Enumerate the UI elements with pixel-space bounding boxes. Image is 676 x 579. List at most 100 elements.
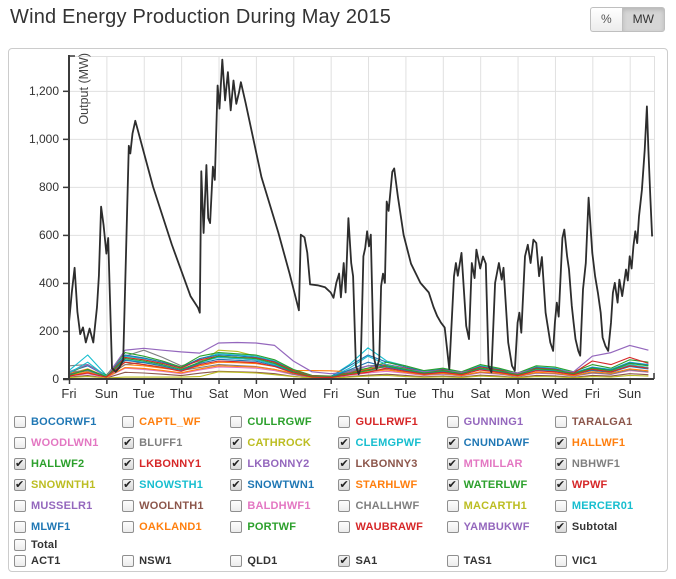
legend-checkbox-subtotal[interactable] bbox=[554, 520, 567, 534]
legend-item-mlwf1[interactable]: MLWF1 bbox=[14, 520, 122, 533]
legend-checkbox-cnundawf[interactable] bbox=[446, 436, 459, 450]
legend-item-cullrgwf[interactable]: CULLRGWF bbox=[230, 415, 338, 428]
legend-checkbox-snownth1[interactable] bbox=[14, 478, 26, 492]
legend-checkbox-macarth1[interactable] bbox=[446, 499, 459, 512]
legend-item-sa1[interactable]: SA1 bbox=[338, 554, 446, 568]
legend-item-cnundawf[interactable]: CNUNDAWF bbox=[446, 436, 555, 450]
legend-checkbox-qld1[interactable] bbox=[230, 555, 243, 567]
legend-checkbox-lkbonny3[interactable] bbox=[338, 457, 351, 471]
legend-checkbox-mercer01[interactable] bbox=[554, 499, 567, 512]
legend-item-cathrock[interactable]: CATHROCK bbox=[230, 436, 338, 450]
legend-checkbox-musselr1[interactable] bbox=[14, 499, 26, 512]
legend-checkbox-hallwf2[interactable] bbox=[14, 457, 26, 471]
legend-checkbox-tas1[interactable] bbox=[446, 555, 459, 567]
legend-item-wpwf[interactable]: WPWF bbox=[554, 478, 663, 492]
legend-item-snownth1[interactable]: SNOWNTH1 bbox=[14, 478, 122, 492]
legend-checkbox-gunning1[interactable] bbox=[446, 415, 459, 428]
legend-item-waubrawf[interactable]: WAUBRAWF bbox=[338, 520, 446, 533]
legend-checkbox-cullrgwf[interactable] bbox=[230, 415, 243, 428]
legend-label: SNOWSTH1 bbox=[139, 478, 204, 491]
legend-item-nsw1[interactable]: NSW1 bbox=[122, 555, 230, 567]
legend-item-bocorwf1[interactable]: BOCORWF1 bbox=[14, 415, 122, 428]
legend-label: MACARTH1 bbox=[463, 499, 527, 512]
legend-checkbox-captl_wf[interactable] bbox=[122, 415, 135, 428]
legend-checkbox-snowtwn1[interactable] bbox=[230, 478, 243, 492]
legend-item-taralga1[interactable]: TARALGA1 bbox=[554, 415, 663, 428]
legend-item-starhlwf[interactable]: STARHLWF bbox=[338, 478, 446, 492]
legend-item-lkbonny3[interactable]: LKBONNY3 bbox=[338, 457, 446, 471]
legend-item-clemgpwf[interactable]: CLEMGPWF bbox=[338, 436, 446, 450]
legend-item-yambukwf[interactable]: YAMBUKWF bbox=[446, 520, 555, 533]
legend-checkbox-clemgpwf[interactable] bbox=[338, 436, 351, 450]
legend-item-vic1[interactable]: VIC1 bbox=[554, 555, 663, 567]
legend-item-hallwf1[interactable]: HALLWF1 bbox=[554, 436, 663, 450]
legend-item-total[interactable]: Total bbox=[14, 539, 122, 551]
legend-item-portwf[interactable]: PORTWF bbox=[230, 520, 338, 533]
legend-checkbox-woolnth1[interactable] bbox=[122, 499, 135, 512]
legend-item-mtmillar[interactable]: MTMILLAR bbox=[446, 457, 555, 471]
legend-row: BOCORWF1 CAPTL_WF CULLRGWF GULLRWF1 GUNNING1… bbox=[14, 411, 663, 432]
legend-label: BALDHWF1 bbox=[247, 499, 311, 512]
legend-checkbox-nsw1[interactable] bbox=[122, 555, 135, 567]
legend-item-snowtwn1[interactable]: SNOWTWN1 bbox=[230, 478, 338, 492]
x-tick-label: Sun bbox=[95, 386, 118, 401]
legend-item-tas1[interactable]: TAS1 bbox=[446, 555, 555, 567]
legend-checkbox-cathrock[interactable] bbox=[230, 436, 243, 450]
legend-item-gullrwf1[interactable]: GULLRWF1 bbox=[338, 415, 446, 428]
legend-checkbox-waubrawf[interactable] bbox=[338, 520, 351, 533]
legend-checkbox-wpwf[interactable] bbox=[554, 478, 567, 492]
legend-item-musselr1[interactable]: MUSSELR1 bbox=[14, 499, 122, 512]
legend-item-challhwf[interactable]: CHALLHWF bbox=[338, 499, 446, 512]
legend-checkbox-baldhwf1[interactable] bbox=[230, 499, 243, 512]
mw-button[interactable]: MW bbox=[621, 7, 665, 32]
legend-item-qld1[interactable]: QLD1 bbox=[230, 555, 338, 567]
legend-checkbox-vic1[interactable] bbox=[554, 555, 567, 567]
y-tick-label: 400 bbox=[39, 276, 59, 290]
legend-row: ACT1 NSW1 QLD1 SA1 TAS1 VIC1 bbox=[14, 553, 663, 569]
legend-checkbox-lkbonny1[interactable] bbox=[122, 457, 135, 471]
legend-checkbox-yambukwf[interactable] bbox=[446, 520, 459, 533]
legend-item-hallwf2[interactable]: HALLWF2 bbox=[14, 457, 122, 471]
legend-checkbox-bocorwf1[interactable] bbox=[14, 415, 26, 428]
legend-checkbox-woodlwn1[interactable] bbox=[14, 436, 26, 449]
legend-item-oakland1[interactable]: OAKLAND1 bbox=[122, 520, 230, 533]
y-tick-label: 1,200 bbox=[29, 84, 59, 98]
legend-item-nbhwf1[interactable]: NBHWF1 bbox=[554, 457, 663, 471]
legend-checkbox-act1[interactable] bbox=[14, 555, 26, 567]
legend-item-woodlwn1[interactable]: WOODLWN1 bbox=[14, 436, 122, 449]
legend-label: BOCORWF1 bbox=[31, 415, 97, 428]
x-tick-label: Thu bbox=[170, 386, 192, 401]
legend-item-lkbonny1[interactable]: LKBONNY1 bbox=[122, 457, 230, 471]
percent-button[interactable]: % bbox=[590, 7, 622, 32]
legend-item-subtotal[interactable]: Subtotal bbox=[554, 520, 663, 534]
legend-item-captl_wf[interactable]: CAPTL_WF bbox=[122, 415, 230, 428]
legend-checkbox-lkbonny2[interactable] bbox=[230, 457, 243, 471]
legend-checkbox-challhwf[interactable] bbox=[338, 499, 351, 512]
axis-labels: 0 200 400 600 800 1,000 1,200 Fri Sun Tue Thu Sat Mo… bbox=[29, 53, 641, 401]
x-tick-label: Fri bbox=[585, 386, 600, 401]
legend-checkbox-hallwf1[interactable] bbox=[554, 436, 567, 450]
legend-item-baldhwf1[interactable]: BALDHWF1 bbox=[230, 499, 338, 512]
legend-item-lkbonny2[interactable]: LKBONNY2 bbox=[230, 457, 338, 471]
legend-checkbox-snowsth1[interactable] bbox=[122, 478, 135, 492]
legend-item-gunning1[interactable]: GUNNING1 bbox=[446, 415, 555, 428]
legend-checkbox-starhlwf[interactable] bbox=[338, 478, 351, 492]
legend-checkbox-bluff1[interactable] bbox=[122, 436, 135, 450]
legend-item-mercer01[interactable]: MERCER01 bbox=[554, 499, 663, 512]
legend-checkbox-oakland1[interactable] bbox=[122, 520, 135, 533]
legend-item-macarth1[interactable]: MACARTH1 bbox=[446, 499, 555, 512]
legend-checkbox-sa1[interactable] bbox=[338, 554, 351, 568]
legend-item-snowsth1[interactable]: SNOWSTH1 bbox=[122, 478, 230, 492]
legend-checkbox-gullrwf1[interactable] bbox=[338, 415, 351, 428]
legend-checkbox-mlwf1[interactable] bbox=[14, 520, 26, 533]
legend-checkbox-mtmillar[interactable] bbox=[446, 457, 459, 471]
legend-item-bluff1[interactable]: BLUFF1 bbox=[122, 436, 230, 450]
legend-checkbox-portwf[interactable] bbox=[230, 520, 243, 533]
legend-checkbox-total[interactable] bbox=[14, 539, 26, 551]
legend-item-waterlwf[interactable]: WATERLWF bbox=[446, 478, 555, 492]
legend-item-act1[interactable]: ACT1 bbox=[14, 555, 122, 567]
legend-item-woolnth1[interactable]: WOOLNTH1 bbox=[122, 499, 230, 512]
legend-checkbox-waterlwf[interactable] bbox=[446, 478, 459, 492]
legend-checkbox-nbhwf1[interactable] bbox=[554, 457, 567, 471]
legend-checkbox-taralga1[interactable] bbox=[554, 415, 567, 428]
